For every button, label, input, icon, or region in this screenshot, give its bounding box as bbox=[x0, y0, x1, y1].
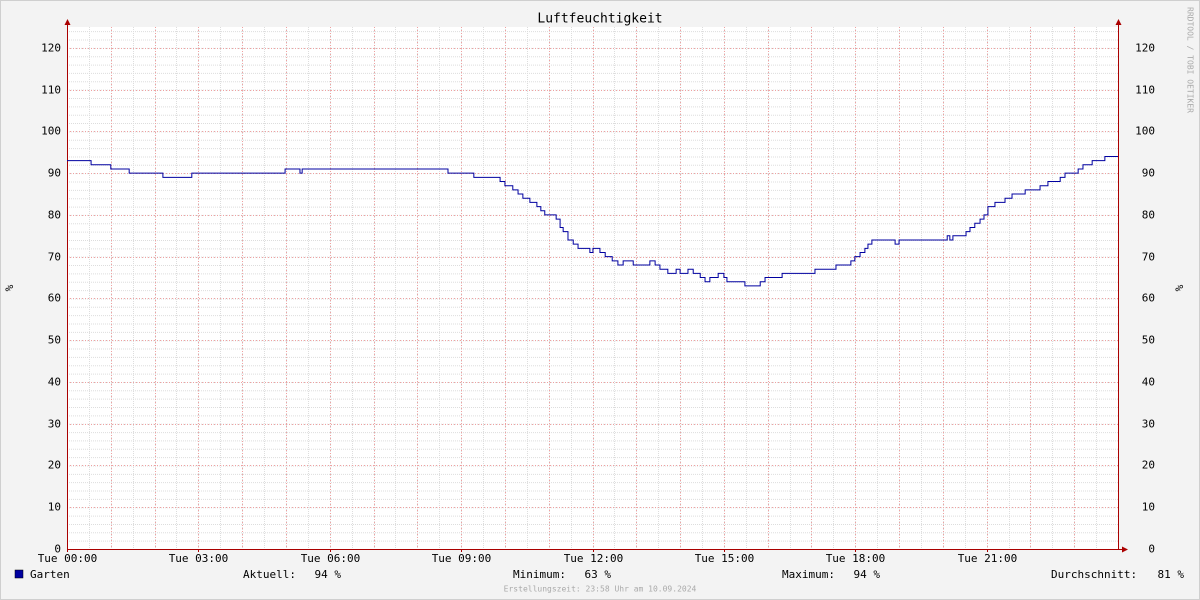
footer: Erstellungszeit: 23:58 Uhr am 10.09.2024 bbox=[504, 585, 697, 594]
y2-tick-label: 10 bbox=[1142, 501, 1155, 514]
y2-tick-label: 60 bbox=[1142, 292, 1155, 305]
stat-label: Durchschnitt: bbox=[1051, 568, 1137, 581]
y2-tick-label: 50 bbox=[1142, 334, 1155, 347]
y-tick-label: 10 bbox=[48, 501, 61, 514]
y-tick-label: 90 bbox=[48, 167, 61, 180]
y2-tick-label: 70 bbox=[1142, 251, 1155, 264]
x-tick-label: Tue 00:00 bbox=[38, 552, 98, 565]
x-tick-label: Tue 06:00 bbox=[301, 552, 361, 565]
y-tick-label: 50 bbox=[48, 334, 61, 347]
plot-area bbox=[67, 27, 1118, 549]
y-tick-label: 80 bbox=[48, 209, 61, 222]
x-tick-label: Tue 21:00 bbox=[958, 552, 1018, 565]
axis-arrow bbox=[1122, 546, 1128, 553]
x-tick-label: Tue 12:00 bbox=[564, 552, 624, 565]
chart-title: Luftfeuchtigkeit bbox=[537, 12, 662, 27]
y2-tick-label: 0 bbox=[1148, 543, 1155, 556]
y2-tick-label: 40 bbox=[1142, 376, 1155, 389]
axis-arrow bbox=[1115, 19, 1122, 25]
y-tick-label: 30 bbox=[48, 418, 61, 431]
stat-value: 81 % bbox=[1158, 568, 1185, 581]
legend-swatch bbox=[14, 569, 24, 579]
x-tick-label: Tue 09:00 bbox=[432, 552, 492, 565]
y2-tick-label: 110 bbox=[1135, 84, 1155, 97]
y-tick-label: 100 bbox=[41, 125, 61, 138]
watermark: RRDTOOL / TOBI OETIKER bbox=[1186, 7, 1195, 113]
axis-arrow bbox=[64, 19, 71, 25]
stat-value: 94 % bbox=[315, 568, 342, 581]
legend-label: Garten bbox=[30, 568, 70, 581]
y-tick-label: 20 bbox=[48, 459, 61, 472]
y-tick-label: 120 bbox=[41, 42, 61, 55]
data-line bbox=[67, 155, 1118, 287]
y-tick-label: 60 bbox=[48, 292, 61, 305]
x-tick-label: Tue 15:00 bbox=[695, 552, 755, 565]
stat-label: Aktuell: bbox=[243, 568, 296, 581]
stat-label: Maximum: bbox=[782, 568, 835, 581]
x-tick-label: Tue 03:00 bbox=[169, 552, 229, 565]
y-axis-label: % bbox=[3, 284, 16, 291]
y-tick-label: 110 bbox=[41, 84, 61, 97]
y2-tick-label: 120 bbox=[1135, 42, 1155, 55]
y-tick-label: 40 bbox=[48, 376, 61, 389]
y2-tick-label: 20 bbox=[1142, 459, 1155, 472]
stat-value: 63 % bbox=[585, 568, 612, 581]
y2-tick-label: 100 bbox=[1135, 125, 1155, 138]
x-tick-label: Tue 18:00 bbox=[826, 552, 886, 565]
y2-tick-label: 90 bbox=[1142, 167, 1155, 180]
y2-axis-label: % bbox=[1173, 284, 1186, 291]
y-tick-label: 70 bbox=[48, 251, 61, 264]
y-tick-label: 0 bbox=[54, 543, 61, 556]
y2-tick-label: 30 bbox=[1142, 418, 1155, 431]
stat-value: 94 % bbox=[854, 568, 881, 581]
stat-label: Minimum: bbox=[513, 568, 566, 581]
y2-tick-label: 80 bbox=[1142, 209, 1155, 222]
